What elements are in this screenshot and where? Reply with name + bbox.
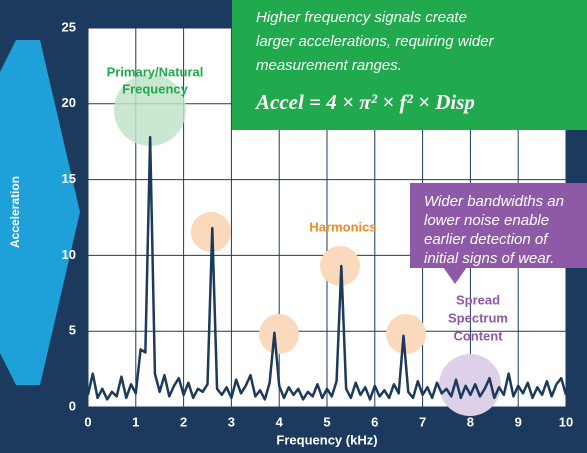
callout-text: Higher frequency signals create — [256, 9, 467, 26]
y-tick-label: 15 — [62, 171, 76, 186]
x-tick-label: 0 — [84, 414, 91, 429]
annotation: Content — [453, 328, 503, 343]
arrow-shape — [0, 40, 80, 385]
callout-text: initial signs of wear. — [424, 250, 554, 267]
formula: Accel = 4 × π² × f² × Disp — [254, 90, 475, 114]
x-tick-label: 10 — [559, 414, 573, 429]
arrow-notch — [0, 353, 16, 385]
annotation: Primary/Natural — [107, 64, 204, 79]
x-tick-label: 3 — [228, 414, 235, 429]
callout-pointer — [443, 267, 467, 284]
callout-box — [232, 0, 587, 130]
y-tick-label: 10 — [62, 247, 76, 262]
callout-text: earlier detection of — [424, 231, 549, 248]
y-tick-label: 20 — [62, 95, 76, 110]
annotation: Harmonics — [309, 219, 376, 234]
highlight-circle — [259, 314, 299, 354]
x-axis-label: Frequency (kHz) — [276, 432, 377, 447]
y-tick-label: 0 — [69, 398, 76, 413]
arrow-notch — [0, 40, 16, 72]
annotation: Spectrum — [448, 310, 508, 325]
annotation: Frequency — [122, 81, 189, 96]
x-tick-label: 1 — [132, 414, 139, 429]
annotation: Spread — [456, 292, 500, 307]
x-tick-label: 9 — [515, 414, 522, 429]
x-tick-label: 4 — [276, 414, 284, 429]
callout-text: larger accelerations, requiring wider — [256, 33, 495, 50]
y-tick-label: 25 — [62, 19, 76, 34]
highlight-circle — [386, 314, 426, 354]
highlight-circle — [320, 246, 360, 286]
x-tick-label: 8 — [467, 414, 474, 429]
y-tick-label: 5 — [69, 323, 76, 338]
callout-text: measurement ranges. — [256, 57, 402, 74]
x-tick-label: 6 — [371, 414, 378, 429]
y-axis-label: Acceleration — [8, 176, 22, 248]
x-tick-label: 2 — [180, 414, 187, 429]
x-tick-label: 7 — [419, 414, 426, 429]
highlight-circle — [439, 354, 501, 416]
callout-text: Wider bandwidths an — [424, 193, 564, 210]
callout-text: lower noise enable — [424, 212, 549, 229]
x-tick-label: 5 — [323, 414, 330, 429]
callout-box — [410, 183, 587, 268]
highlight-circle — [114, 74, 186, 146]
spectrum-line — [86, 135, 568, 401]
